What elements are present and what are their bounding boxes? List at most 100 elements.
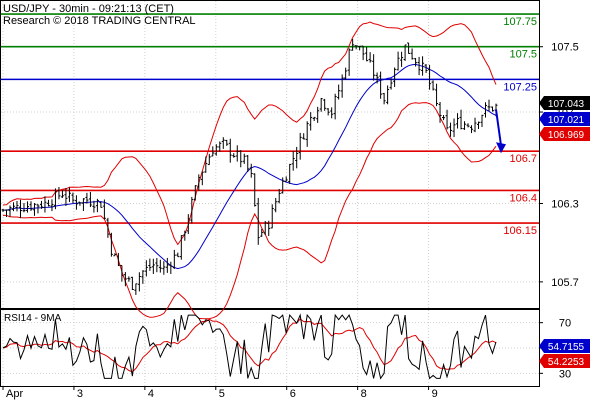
- price-bar: [456, 113, 460, 129]
- chart-header-source: Research © 2018 TRADING CENTRAL: [3, 15, 196, 27]
- price-bar: [120, 265, 124, 282]
- price-bar: [281, 177, 285, 194]
- projection-arrow-head: [496, 142, 506, 154]
- upper-band-line: [2, 21, 497, 246]
- level-106-7-label: 106.7: [509, 153, 537, 165]
- price-bar: [459, 109, 463, 130]
- price-bar: [312, 116, 316, 122]
- price-bar: [253, 173, 257, 207]
- price-bar: [207, 153, 211, 166]
- price-bar: [319, 97, 323, 112]
- date-tick-label: 8: [361, 388, 367, 400]
- price-bar: [46, 199, 50, 207]
- price-bar: [386, 85, 390, 105]
- price-bar: [109, 232, 113, 257]
- price-bar: [130, 276, 134, 290]
- price-bar: [351, 38, 355, 51]
- price-bar: [39, 200, 43, 209]
- price-bar: [424, 64, 428, 73]
- price-bar: [4, 209, 8, 217]
- price-bar: [81, 198, 85, 211]
- price-bar: [470, 125, 474, 134]
- price-bar: [375, 72, 379, 84]
- price-bar: [8, 205, 12, 217]
- price-bar: [249, 163, 253, 178]
- rsi-ma-line: [2, 318, 497, 373]
- price-bar: [102, 199, 106, 220]
- price-bar: [305, 121, 309, 147]
- price-bar: [466, 123, 470, 128]
- price-bar: [127, 276, 131, 282]
- last-price-tag: 107.043: [539, 96, 590, 110]
- price-bar: [431, 80, 435, 91]
- price-bar: [309, 112, 313, 131]
- price-bar: [144, 260, 148, 277]
- price-bar: [270, 204, 274, 229]
- price-bar: [403, 44, 407, 61]
- price-bar: [344, 67, 348, 80]
- price-bar: [239, 150, 243, 168]
- price-bar: [445, 109, 449, 130]
- level-107-5-label: 107.5: [509, 49, 537, 61]
- last-price-tag-box: [539, 96, 590, 110]
- price-bar: [232, 153, 236, 158]
- price-bar: [57, 187, 61, 200]
- price-bar: [480, 114, 484, 128]
- price-bar: [1, 208, 5, 213]
- price-bar: [71, 192, 75, 204]
- price-bar: [204, 156, 208, 173]
- price-bar: [242, 153, 246, 164]
- price-bar: [410, 48, 414, 60]
- rsi-value-tag-text: 54.7155: [548, 342, 585, 353]
- price-bar: [400, 51, 404, 67]
- last-price-tag-text: 107.043: [548, 99, 585, 110]
- price-bar: [165, 257, 169, 273]
- date-tick-label: 5: [219, 388, 225, 400]
- price-bar: [134, 283, 138, 295]
- price-bar: [193, 185, 197, 201]
- rsi-ma-tag-box: [539, 354, 590, 368]
- price-bar: [316, 106, 320, 123]
- price-bar: [407, 42, 411, 54]
- price-bar: [379, 71, 383, 99]
- rsi-value-tag-box: [539, 339, 590, 353]
- price-bar: [463, 121, 467, 130]
- price-bar: [228, 138, 232, 163]
- price-bar: [330, 107, 334, 119]
- price-bar: [190, 196, 194, 224]
- price-bar: [323, 98, 327, 111]
- date-tick-label: 4: [148, 388, 154, 400]
- price-bar: [211, 146, 215, 157]
- price-bar: [18, 199, 22, 219]
- rsi-tick-label: 70: [559, 318, 571, 330]
- price-bar: [442, 115, 446, 121]
- price-bar: [67, 187, 71, 202]
- price-bar: [169, 261, 173, 275]
- price-bar: [368, 52, 372, 63]
- price-bar: [74, 195, 78, 210]
- price-bar: [491, 106, 495, 112]
- price-bar: [260, 228, 264, 237]
- price-bar: [295, 146, 299, 169]
- moving-average-tag: 107.021: [539, 112, 590, 126]
- price-bar: [414, 58, 418, 67]
- price-bar: [288, 163, 292, 184]
- price-bar: [428, 64, 432, 90]
- moving-average-tag-text: 107.021: [548, 115, 585, 126]
- price-bar: [176, 252, 180, 258]
- rsi-panel-title: RSI14 - 9MA: [4, 313, 62, 324]
- price-bar: [298, 132, 302, 160]
- price-tick-label: 105.7: [551, 277, 579, 289]
- chart-header-title: USD/JPY - 30min - 09:21:13 (CET): [3, 3, 174, 15]
- price-bar: [123, 272, 127, 287]
- rsi-tick-label: 30: [559, 368, 571, 380]
- price-bar: [284, 176, 288, 182]
- price-bar: [29, 201, 33, 211]
- band-tag: 106.969: [539, 127, 590, 141]
- price-bar: [36, 204, 40, 214]
- date-tick-label: Apr: [6, 388, 23, 400]
- price-bar: [172, 249, 176, 269]
- price-bar: [340, 74, 344, 98]
- price-bar: [11, 202, 15, 212]
